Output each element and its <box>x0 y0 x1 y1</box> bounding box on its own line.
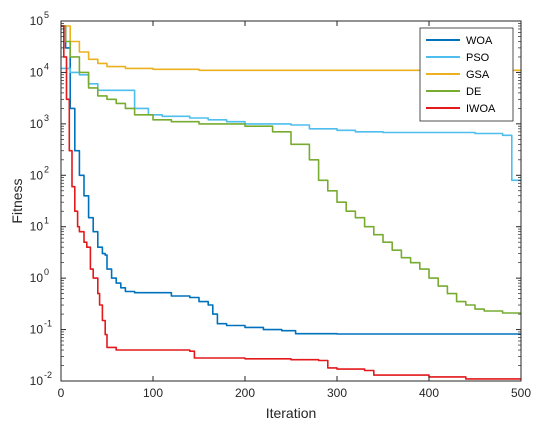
y-tick-exponent: 5 <box>44 10 49 20</box>
legend-label-pso: PSO <box>466 52 490 64</box>
y-tick-base: 10 <box>30 323 44 337</box>
y-tick-label: 10 <box>30 14 44 28</box>
legend-label-woa: WOA <box>466 35 493 47</box>
y-tick-base: 10 <box>30 65 44 79</box>
y-tick-label: 10 <box>30 117 44 131</box>
y-tick-label: 10 <box>30 65 44 79</box>
y-tick-label: 10 <box>30 271 44 285</box>
y-tick-base: 10 <box>30 14 44 28</box>
y-tick-exponent: 0 <box>44 267 49 277</box>
legend-label-iwoa: IWOA <box>466 103 496 115</box>
x-tick-label: 400 <box>419 386 439 400</box>
y-tick-label: 10 <box>30 374 44 388</box>
series-line-pso <box>61 67 521 182</box>
x-axis-title: Iteration <box>266 405 317 421</box>
x-tick-label: 0 <box>58 386 65 400</box>
y-tick-exponent: 2 <box>44 164 49 174</box>
y-tick-exponent: 4 <box>44 61 49 71</box>
legend-label-de: DE <box>466 86 481 98</box>
y-tick-base: 10 <box>30 117 44 131</box>
series-line-iwoa <box>61 25 521 380</box>
series-line-gsa <box>61 25 521 72</box>
x-tick-label: 500 <box>511 386 531 400</box>
y-tick-label: 10 <box>30 220 44 234</box>
y-tick-label: 10 <box>30 323 44 337</box>
series-line-de <box>61 25 521 315</box>
y-tick-exponent: 1 <box>44 216 49 226</box>
legend: WOA PSO GSA DE IWOA <box>419 27 514 122</box>
legend-label-gsa: GSA <box>466 69 490 81</box>
y-tick-label: 10 <box>30 168 44 182</box>
plot-area-frame <box>60 20 522 382</box>
y-tick-base: 10 <box>30 374 44 388</box>
y-tick-exponent: -2 <box>44 370 52 380</box>
y-tick-base: 10 <box>30 220 44 234</box>
y-tick-exponent: -1 <box>44 319 52 329</box>
series-line-woa <box>61 25 521 335</box>
y-tick-base: 10 <box>30 271 44 285</box>
x-tick-label: 300 <box>327 386 347 400</box>
y-axis-title: Fitness <box>9 178 25 223</box>
x-axis-ticks: 0 100 200 300 400 500 <box>58 21 531 400</box>
x-tick-label: 100 <box>143 386 163 400</box>
y-tick-base: 10 <box>30 168 44 182</box>
x-tick-label: 200 <box>235 386 255 400</box>
series-layer <box>61 25 521 380</box>
y-tick-exponent: 3 <box>44 113 49 123</box>
